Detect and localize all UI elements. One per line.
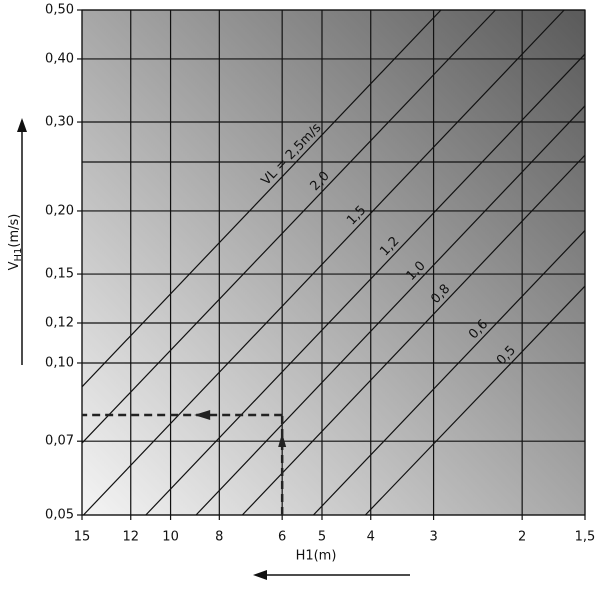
y-tick-label: 0,07: [45, 434, 74, 449]
plot-area: [81, 9, 586, 516]
y-tick-label: 0,10: [45, 355, 74, 370]
x-axis-title: H1(m): [296, 549, 337, 564]
x-tick-label: 2: [518, 530, 526, 545]
vl-line: [195, 105, 586, 516]
y-tick-label: 0,30: [45, 115, 74, 130]
x-tick-label: 3: [429, 530, 437, 545]
vl-line: [364, 285, 586, 516]
y-tick-label: 0,05: [45, 508, 74, 523]
x-tick-label: 10: [162, 530, 179, 545]
example-arrow-up: [278, 432, 287, 447]
vl-line: [145, 53, 586, 516]
vl-line: [312, 230, 586, 516]
y-tick-label: 0,15: [45, 267, 74, 282]
y-title-unit: (m/s): [7, 214, 22, 248]
y-arrow-head: [17, 118, 27, 132]
plot-layer: [77, 9, 586, 520]
x-tick-label: 15: [74, 530, 91, 545]
y-title-sub: H1: [13, 248, 24, 262]
x-tick-label: 5: [318, 530, 326, 545]
y-title-main: V: [7, 261, 22, 270]
x-tick-label: 8: [215, 530, 223, 545]
y-tick-label: 0,40: [45, 51, 74, 66]
x-tick-label: 6: [278, 530, 286, 545]
x-arrow-head: [253, 570, 267, 580]
x-tick-label: 4: [367, 530, 375, 545]
example-arrow-left: [194, 409, 211, 420]
y-tick-label: 0,20: [45, 203, 74, 218]
x-tick-label: 12: [122, 530, 139, 545]
y-axis-title: VH1(m/s): [7, 214, 25, 271]
vl-line: [241, 154, 586, 516]
y-tick-label: 0,50: [45, 3, 74, 18]
vl-line: [81, 9, 442, 388]
x-tick-label: 1,5: [575, 530, 596, 545]
vl-line: [83, 9, 565, 516]
vl-line: [81, 9, 496, 444]
y-tick-label: 0,12: [45, 315, 74, 330]
